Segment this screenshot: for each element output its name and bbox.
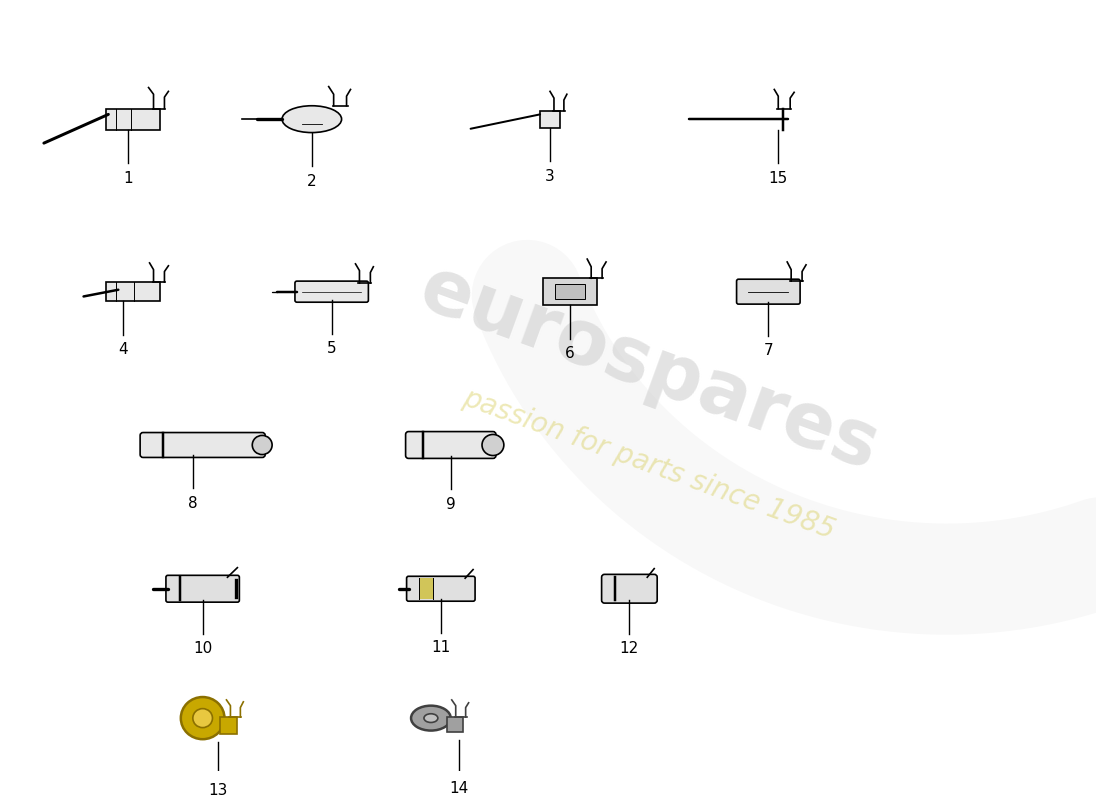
Ellipse shape (424, 714, 438, 722)
Text: 11: 11 (431, 641, 451, 655)
Circle shape (252, 435, 272, 454)
Circle shape (180, 697, 224, 739)
Text: 14: 14 (449, 782, 469, 796)
FancyBboxPatch shape (406, 431, 496, 458)
FancyBboxPatch shape (166, 575, 240, 602)
FancyBboxPatch shape (106, 109, 161, 130)
Text: 6: 6 (565, 346, 574, 362)
Text: 1: 1 (123, 171, 133, 186)
FancyBboxPatch shape (540, 110, 560, 128)
Text: 5: 5 (327, 342, 337, 357)
Text: 2: 2 (307, 174, 317, 189)
FancyBboxPatch shape (447, 717, 463, 733)
Ellipse shape (411, 706, 451, 730)
FancyBboxPatch shape (737, 279, 800, 304)
Text: 12: 12 (619, 642, 639, 657)
Circle shape (192, 709, 212, 728)
Text: 8: 8 (188, 496, 198, 510)
FancyBboxPatch shape (220, 717, 238, 734)
Bar (418, 578, 433, 599)
FancyBboxPatch shape (542, 278, 597, 305)
Text: passion for parts since 1985: passion for parts since 1985 (460, 384, 839, 545)
Text: 13: 13 (208, 783, 228, 798)
FancyBboxPatch shape (407, 576, 475, 602)
FancyBboxPatch shape (140, 433, 265, 458)
Text: 10: 10 (192, 642, 212, 657)
FancyBboxPatch shape (106, 282, 161, 302)
Text: 15: 15 (769, 171, 788, 186)
Text: 9: 9 (446, 497, 455, 512)
Text: 3: 3 (546, 169, 554, 184)
Ellipse shape (282, 106, 342, 133)
FancyBboxPatch shape (556, 284, 585, 299)
Text: 4: 4 (119, 342, 128, 358)
Circle shape (482, 434, 504, 455)
FancyBboxPatch shape (295, 281, 368, 302)
FancyBboxPatch shape (602, 574, 657, 603)
Text: 7: 7 (763, 343, 773, 358)
Text: eurospares: eurospares (409, 251, 889, 486)
